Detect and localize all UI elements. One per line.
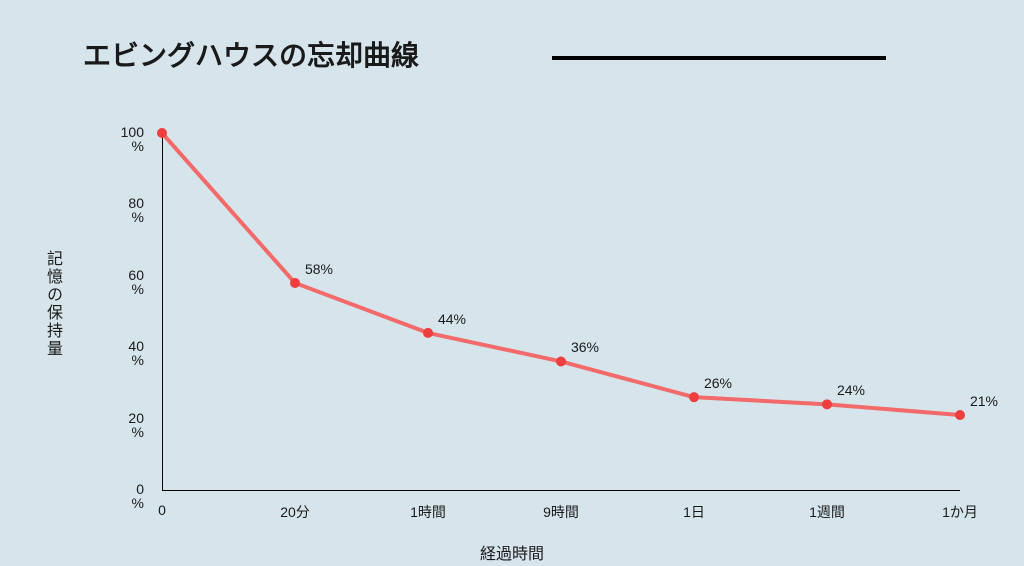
x-tick-label: 1日 [683, 502, 705, 522]
x-tick-label: 1週間 [809, 502, 845, 522]
x-tick-label: 1時間 [410, 502, 446, 522]
y-axis-title: 記憶の保持量 [40, 250, 64, 358]
x-tick-label: 20分 [280, 502, 310, 522]
data-label: 44% [438, 311, 466, 327]
chart-title: エビングハウスの忘却曲線 [83, 34, 419, 74]
y-tick-label: 0% [104, 482, 144, 510]
y-tick-label: 20% [104, 411, 144, 439]
series-marker [423, 328, 433, 338]
x-tick-label: 1か月 [942, 502, 978, 522]
title-underline [552, 56, 886, 60]
series-line [162, 133, 960, 415]
data-label: 36% [571, 339, 599, 355]
data-label: 21% [970, 393, 998, 409]
y-tick-label: 40% [104, 339, 144, 367]
y-tick-label: 60% [104, 268, 144, 296]
series-marker [955, 410, 965, 420]
series-marker [290, 278, 300, 288]
line-chart-svg [0, 0, 1024, 566]
y-tick-label: 100% [104, 125, 144, 153]
data-label: 24% [837, 382, 865, 398]
x-axis-title: 経過時間 [462, 540, 562, 564]
series-marker [689, 392, 699, 402]
series-marker [822, 399, 832, 409]
x-tick-label: 0 [158, 502, 166, 518]
x-axis-line [162, 490, 960, 491]
data-label: 58% [305, 261, 333, 277]
series-marker [556, 356, 566, 366]
y-axis-line [162, 133, 163, 490]
data-label: 26% [704, 375, 732, 391]
x-tick-label: 9時間 [543, 502, 579, 522]
y-tick-label: 80% [104, 196, 144, 224]
